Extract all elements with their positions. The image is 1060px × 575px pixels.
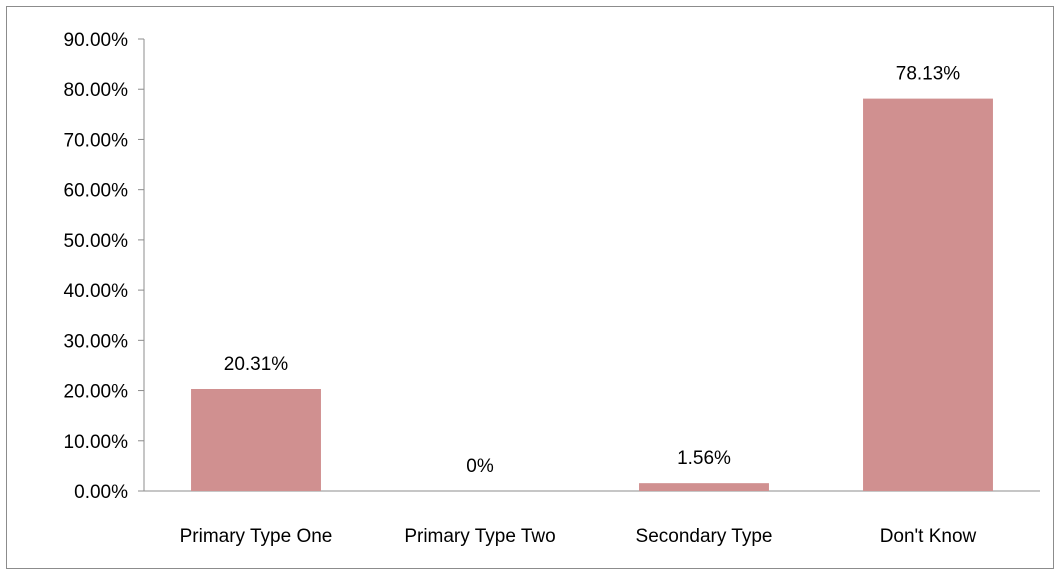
bar-2 <box>639 483 769 491</box>
category-labels: Primary Type One Primary Type Two Secondar… <box>180 526 977 547</box>
data-label-2: 1.56% <box>677 448 731 469</box>
category-label-2: Secondary Type <box>636 526 773 547</box>
y-tick-label: 10.00% <box>64 432 129 453</box>
y-tick-label: 40.00% <box>64 281 129 302</box>
y-tick-label: 80.00% <box>64 80 129 101</box>
category-label-3: Don't Know <box>880 526 977 547</box>
data-label-1: 0% <box>466 456 494 477</box>
y-tick-label: 30.00% <box>64 331 129 352</box>
bars <box>191 98 993 492</box>
data-labels: 20.31% 0% 1.56% 78.13% <box>224 64 961 477</box>
y-tick-label: 50.00% <box>64 231 129 252</box>
y-tick-label: 70.00% <box>64 130 129 151</box>
data-label-0: 20.31% <box>224 354 289 375</box>
category-label-0: Primary Type One <box>180 526 333 547</box>
y-axis: 0.00% 10.00% 20.00% 30.00% 40.00% 50.00% 60.00… <box>64 30 145 503</box>
y-tick-label: 60.00% <box>64 181 129 202</box>
bar-3 <box>863 98 993 492</box>
data-label-3: 78.13% <box>896 64 961 85</box>
y-tick-label: 20.00% <box>64 382 129 403</box>
category-label-1: Primary Type Two <box>404 526 555 547</box>
bar-0 <box>191 388 321 491</box>
y-tick-label: 90.00% <box>64 30 129 51</box>
y-tick-label: 0.00% <box>74 482 128 503</box>
